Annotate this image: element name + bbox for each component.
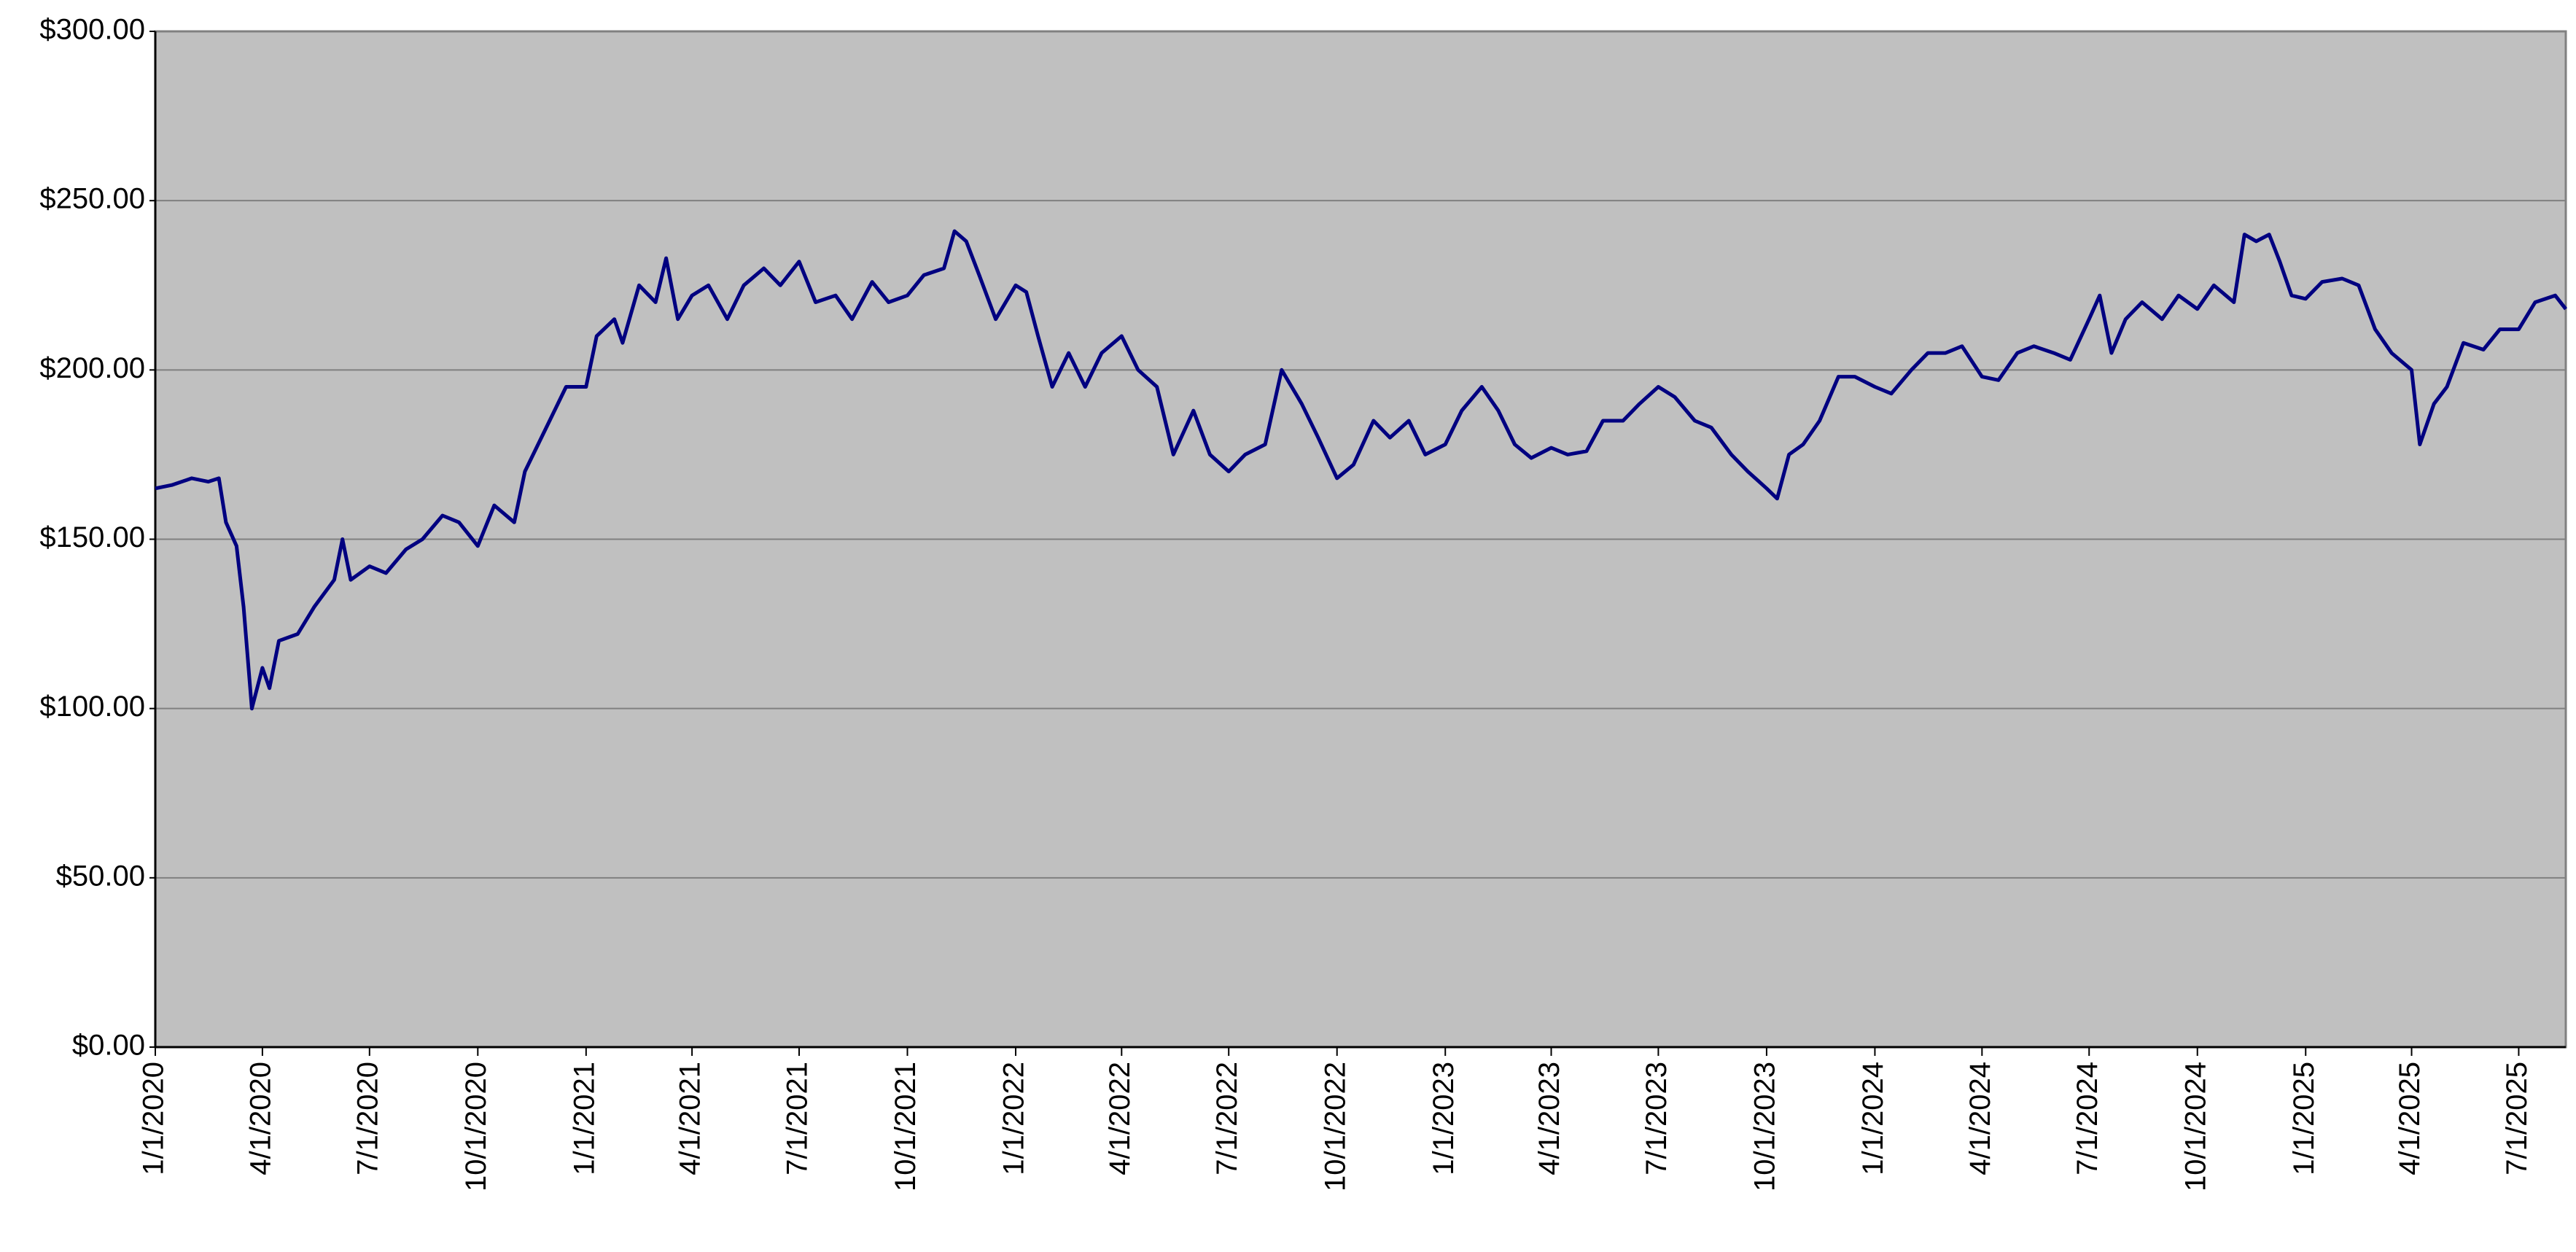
x-tick-label: 1/1/2022 [998, 1062, 1030, 1175]
x-tick-label: 4/1/2023 [1533, 1062, 1565, 1175]
y-tick-label: $100.00 [39, 691, 145, 723]
x-tick-label: 10/1/2022 [1319, 1062, 1351, 1191]
x-tick-label: 10/1/2024 [2179, 1062, 2211, 1191]
x-tick-label: 1/1/2020 [138, 1062, 170, 1175]
x-tick-label: 4/1/2022 [1104, 1062, 1136, 1175]
x-tick-label: 1/1/2025 [2288, 1062, 2320, 1175]
price-line [155, 229, 2567, 711]
x-tick-label: 10/1/2021 [890, 1062, 922, 1191]
x-tick-label: 4/1/2020 [244, 1062, 276, 1175]
y-tick-label: $250.00 [39, 183, 145, 215]
x-tick-label: 7/1/2022 [1211, 1062, 1243, 1175]
y-tick-label: $200.00 [39, 352, 145, 384]
x-tick-label: 10/1/2020 [460, 1062, 492, 1191]
x-tick-label: 10/1/2023 [1748, 1062, 1781, 1191]
y-tick-label: $150.00 [39, 521, 145, 553]
x-tick-label: 7/1/2023 [1641, 1062, 1673, 1175]
x-tick-label: 4/1/2024 [1964, 1062, 1996, 1175]
x-tick-label: 7/1/2024 [2071, 1062, 2104, 1175]
y-tick-label: $300.00 [39, 14, 145, 46]
x-tick-label: 7/1/2021 [782, 1062, 814, 1175]
x-tick-label: 1/1/2021 [568, 1062, 600, 1175]
x-tick-label: 1/1/2023 [1428, 1062, 1460, 1175]
x-tick-label: 4/1/2025 [2394, 1062, 2426, 1175]
x-tick-label: 7/1/2025 [2501, 1062, 2533, 1175]
x-tick-label: 4/1/2021 [674, 1062, 707, 1175]
y-tick-label: $0.00 [72, 1030, 145, 1062]
x-tick-label: 1/1/2024 [1857, 1062, 1889, 1175]
y-tick-label: $50.00 [56, 860, 145, 892]
x-tick-label: 7/1/2020 [351, 1062, 384, 1175]
